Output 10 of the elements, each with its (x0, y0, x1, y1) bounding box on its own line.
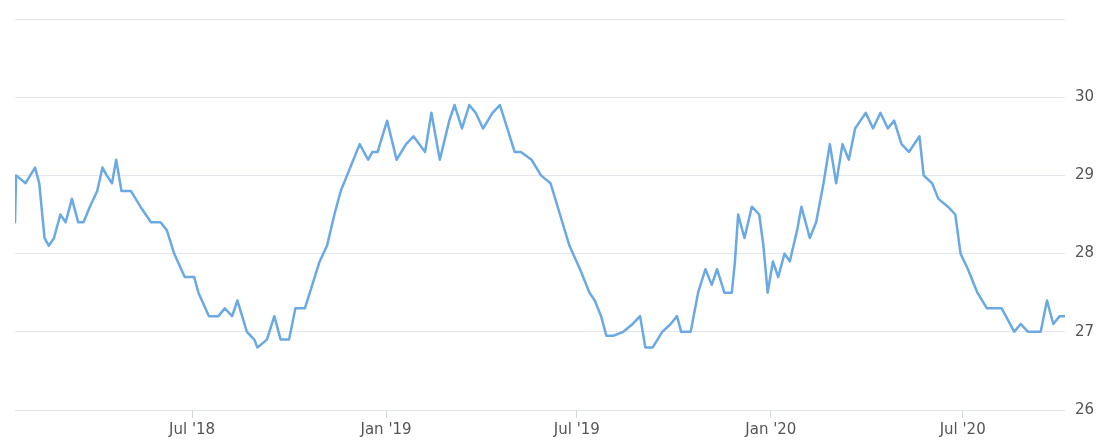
x-tick-label: Jan '20 (744, 419, 797, 438)
x-tick-label: Jul '20 (938, 419, 986, 438)
y-tick-label: 26 (1074, 399, 1095, 418)
x-tick-label: Jul '18 (168, 419, 216, 438)
y-tick-label: 29 (1074, 165, 1095, 184)
y-tick-label: 28 (1074, 243, 1095, 262)
x-tick-label: Jan '19 (359, 419, 412, 438)
y-tick-label: 27 (1074, 321, 1095, 340)
x-tick-label: Jul '19 (552, 419, 600, 438)
y-tick-label: 30 (1074, 87, 1095, 106)
